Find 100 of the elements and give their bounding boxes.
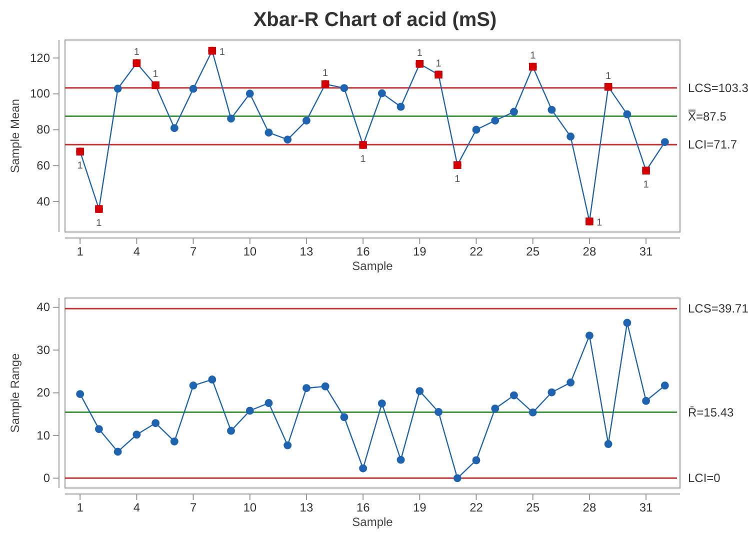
point <box>359 464 368 472</box>
annotation: 1 <box>219 46 226 58</box>
x-tick-label: 13 <box>300 244 314 259</box>
point <box>378 399 386 408</box>
point <box>170 437 178 446</box>
point <box>623 318 632 327</box>
point <box>642 396 650 405</box>
point <box>510 108 518 116</box>
y-tick-label: 60 <box>36 158 50 172</box>
x-tick-label: 10 <box>243 244 257 259</box>
x-tick-label: 19 <box>412 244 427 259</box>
point <box>302 116 310 125</box>
ref-line-label: LCI=0 <box>688 471 721 486</box>
annotation: 1 <box>96 218 102 230</box>
y-tick-label: 80 <box>36 122 50 137</box>
point <box>548 106 556 114</box>
x-tick-label: 28 <box>582 244 596 259</box>
point <box>170 124 178 132</box>
x-tick-label: 16 <box>356 244 370 259</box>
annotation: 1 <box>606 70 612 82</box>
x-axis-title: Sample <box>352 259 394 273</box>
point <box>340 413 348 422</box>
point <box>246 406 254 415</box>
point <box>264 128 273 137</box>
point <box>227 426 235 435</box>
point <box>434 408 443 416</box>
x-tick-label: 13 <box>300 500 314 515</box>
annotation: 1 <box>152 69 159 80</box>
annotation: 1 <box>436 58 442 70</box>
point <box>246 90 254 98</box>
point <box>566 132 575 141</box>
point <box>491 116 500 125</box>
point <box>189 382 198 390</box>
point <box>566 378 575 387</box>
point <box>472 456 480 464</box>
y-tick-label: 0 <box>43 471 50 486</box>
point <box>472 126 480 134</box>
point <box>416 387 424 396</box>
point <box>114 84 122 93</box>
x-axis-title: Sample <box>352 515 394 529</box>
point <box>76 390 84 398</box>
point <box>510 391 518 400</box>
point <box>321 382 330 390</box>
annotation: 1 <box>134 47 140 58</box>
point <box>264 399 273 408</box>
point <box>396 102 405 111</box>
x-tick-label: 4 <box>133 244 140 259</box>
point <box>189 84 198 93</box>
point <box>284 136 292 144</box>
y-tick-label: 30 <box>36 342 50 357</box>
annotation: 1 <box>454 174 461 186</box>
point <box>660 382 669 390</box>
ref-line-label: LCI=71.7 <box>688 138 738 152</box>
point <box>94 425 103 434</box>
ref-line-label: X̿=87.5 <box>688 109 727 124</box>
point <box>396 456 405 464</box>
ref-line-label: R̄=15.43 <box>688 405 734 420</box>
x-tick-label: 1 <box>76 500 84 515</box>
point <box>284 441 292 450</box>
x-tick-label: 7 <box>190 244 197 259</box>
point <box>378 89 386 98</box>
y-tick-label: 120 <box>30 50 50 65</box>
point <box>132 430 141 439</box>
point <box>660 138 669 146</box>
annotation: 1 <box>322 68 329 80</box>
y-tick-label: 100 <box>30 86 50 101</box>
y-axis-title: Sample Mean <box>8 98 22 174</box>
point <box>491 404 500 413</box>
y-tick-label: 40 <box>36 194 50 208</box>
ref-line-label: LCS=39.71 <box>688 302 749 316</box>
x-tick-label: 22 <box>470 500 484 515</box>
x-tick-label: 25 <box>526 500 540 515</box>
x-tick-label: 19 <box>412 500 427 515</box>
point <box>114 448 122 456</box>
x-tick-label: 16 <box>356 500 370 515</box>
point <box>548 388 556 396</box>
point <box>604 440 612 448</box>
y-tick-label: 20 <box>36 386 50 400</box>
point <box>623 110 632 118</box>
y-axis-title: Sample Range <box>8 352 22 433</box>
x-tick-label: 1 <box>76 244 84 259</box>
point <box>585 332 594 340</box>
ref-line-label: LCS=103.3 <box>688 80 749 95</box>
annotation: 1 <box>416 48 423 59</box>
y-tick-label: 40 <box>36 300 50 314</box>
point <box>453 474 462 482</box>
annotation: 1 <box>530 50 536 62</box>
x-tick-label: 31 <box>639 500 654 515</box>
point <box>152 419 160 428</box>
x-tick-label: 31 <box>639 244 654 259</box>
point <box>227 114 235 123</box>
annotation: 1 <box>596 217 603 228</box>
chart-title: Xbar-R Chart of acid (mS) <box>253 9 497 31</box>
x-tick-label: 10 <box>243 500 257 515</box>
x-tick-label: 28 <box>582 500 596 515</box>
y-tick-label: 10 <box>36 428 50 442</box>
x-tick-label: 7 <box>190 500 197 515</box>
point <box>208 376 216 384</box>
x-tick-label: 25 <box>526 244 540 259</box>
annotation: 1 <box>360 154 366 165</box>
